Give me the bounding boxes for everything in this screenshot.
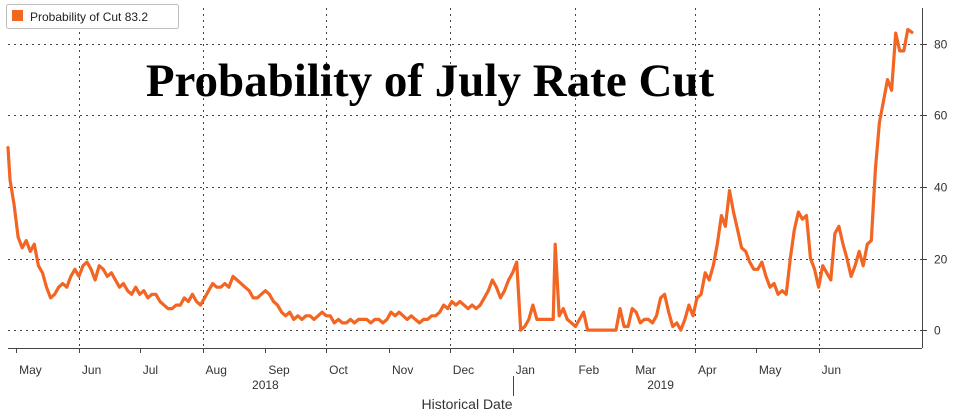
legend-swatch bbox=[12, 10, 23, 21]
x-tick-label: May bbox=[19, 363, 42, 377]
x-tick-label: Feb bbox=[578, 363, 599, 377]
y-tick-label: 20 bbox=[934, 253, 948, 267]
x-tick-label: Apr bbox=[698, 363, 717, 377]
x-tick-label: May bbox=[759, 363, 782, 377]
x-tick-label: Jun bbox=[822, 363, 841, 377]
x-tick-label: Jun bbox=[82, 363, 101, 377]
year-label: 2019 bbox=[647, 378, 674, 392]
x-tick-label: Nov bbox=[392, 363, 413, 377]
year-label: 2018 bbox=[252, 378, 279, 392]
series-layer bbox=[6, 27, 914, 332]
x-axis-label: Historical Date bbox=[421, 396, 512, 412]
legend: Probability of Cut 83.2 bbox=[6, 4, 179, 29]
x-tick-label: Mar bbox=[635, 363, 656, 377]
x-tick-label: Dec bbox=[453, 363, 474, 377]
legend-label: Probability of Cut 83.2 bbox=[30, 10, 148, 24]
x-tick-label: Jan bbox=[516, 363, 535, 377]
tick-labels: 0 20 40 60 80 May Jun Jul Aug Sep Oct Nov Dec Jan Feb M… bbox=[19, 38, 948, 393]
chart-title: Probability of July Rate Cut bbox=[146, 55, 715, 107]
y-tick-label: 0 bbox=[934, 324, 941, 338]
y-tick-label: 80 bbox=[934, 38, 948, 52]
axes bbox=[8, 8, 927, 396]
y-tick-label: 60 bbox=[934, 109, 948, 123]
y-tick-label: 40 bbox=[934, 181, 948, 195]
series-line bbox=[6, 27, 914, 332]
x-tick-label: Aug bbox=[206, 363, 227, 377]
x-tick-label: Sep bbox=[268, 363, 290, 377]
x-tick-label: Jul bbox=[143, 363, 158, 377]
grid bbox=[8, 8, 922, 348]
legend-box bbox=[6, 4, 179, 29]
x-tick-label: Oct bbox=[329, 363, 348, 377]
